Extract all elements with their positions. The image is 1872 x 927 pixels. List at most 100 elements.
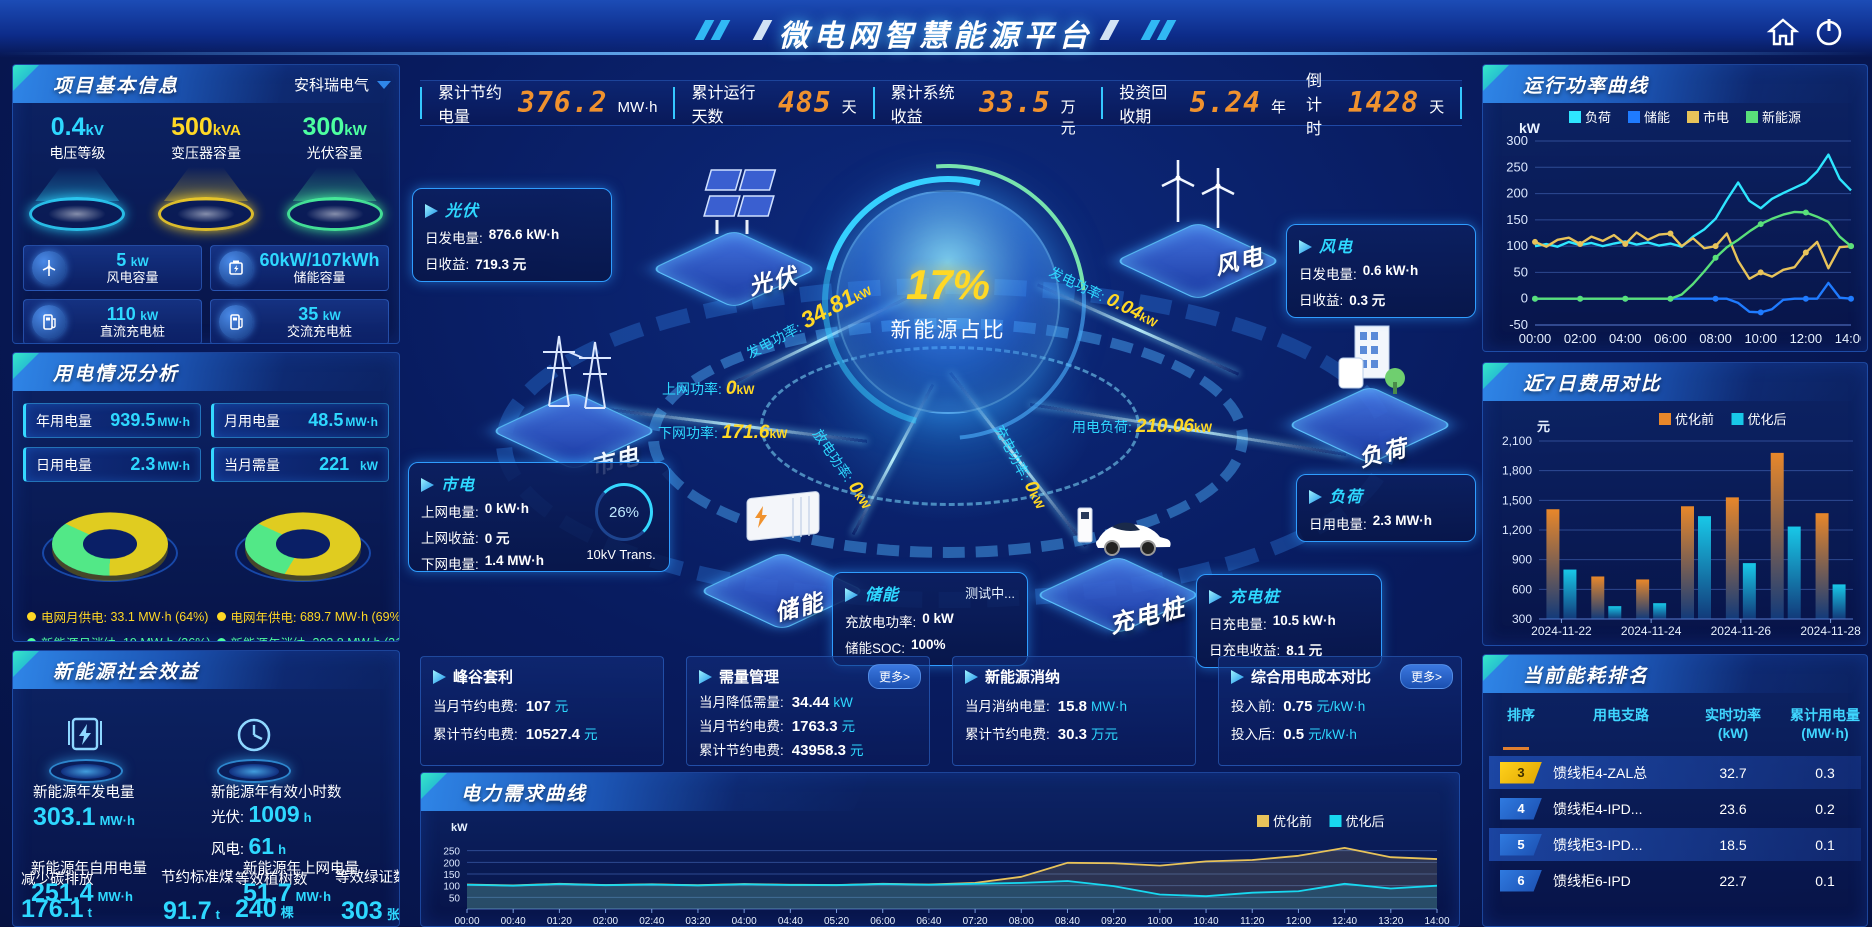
- table-row[interactable]: 6 馈线柜6-IPD 22.7 0.1: [1489, 864, 1861, 897]
- stat-month-demand: 当月需量 221 kW: [211, 447, 389, 482]
- card-value: 60kW/107kWh: [259, 249, 380, 270]
- panel-header: 运行功率曲线: [1483, 65, 1867, 103]
- kpi-unit: 天: [1429, 99, 1445, 116]
- kpi-unit: 年: [1271, 99, 1287, 116]
- svg-text:优化后: 优化后: [1748, 412, 1787, 427]
- arrow-icon: [1209, 590, 1222, 604]
- row-label: 日充电量:: [1209, 617, 1267, 632]
- row-label: 累计节约电费:: [965, 727, 1050, 742]
- cone-value: 300: [302, 113, 345, 141]
- svg-text:02:40: 02:40: [639, 916, 664, 925]
- glow-pad-core: [229, 764, 279, 779]
- gauge-label: 10kV Trans.: [586, 547, 656, 562]
- legend-grid-month: 电网月供电: 33.1 MW·h (64%): [27, 607, 211, 626]
- card-storage-capacity: 60kW/107kWh 储能容量: [210, 245, 389, 291]
- flow-value: 0: [725, 378, 737, 399]
- chevron-down-icon[interactable]: [377, 81, 391, 89]
- charger-info-box: 充电桩 日充电量: 10.5 kW·h 日充电收益: 8.1 元: [1196, 574, 1382, 668]
- page-title: 微电网智慧能源平台: [778, 20, 1094, 53]
- row-label: 投入后:: [1231, 727, 1276, 742]
- cost-compare-chart-panel: 近7日费用对比 2,100 1,800 1,500 1,200 900 600 300 元 20…: [1482, 362, 1868, 646]
- demand-mgmt-panel: 需量管理 更多> 当月降低需量: 34.44 kW 当月节约电费: 1763.3 元 累…: [686, 656, 930, 766]
- power-line-chart: 300 250 200 150 100 50 0 -50 00:00 02:00 04:00 06:0…: [1491, 107, 1867, 347]
- row-unit: kW: [833, 695, 853, 710]
- label: 光伏:: [211, 810, 245, 826]
- unit: h: [303, 810, 312, 825]
- stat-value: 48.5: [308, 410, 344, 430]
- header-text: 实时功率: [1705, 707, 1761, 723]
- row-value: 107: [525, 698, 551, 715]
- row-value: 876.6 kW·h: [488, 227, 560, 242]
- svg-text:00:00: 00:00: [454, 916, 479, 925]
- energy-ranking-panel: 当前能耗排名 排序 用电支路 实时功率 (kW) 累计用电量 (MW·h) 3 馈线…: [1482, 654, 1868, 927]
- rank-badge: 5: [1500, 833, 1542, 856]
- row-value: 34.44: [791, 694, 830, 711]
- more-button[interactable]: 更多>: [867, 664, 921, 689]
- branch-name: 馈线柜6-IPD: [1553, 872, 1631, 889]
- unit: t: [215, 907, 221, 922]
- transformer-gauge: 26%: [595, 483, 653, 541]
- stat-value: 939.5: [110, 410, 156, 430]
- col-rank: 排序: [1489, 707, 1553, 750]
- svg-text:50: 50: [1514, 264, 1528, 279]
- svg-text:200: 200: [443, 858, 460, 869]
- row-value: 0 元: [484, 531, 510, 546]
- title-text: 峰谷套利: [453, 669, 514, 686]
- stat-label: 日用电量: [36, 456, 92, 473]
- value: 61: [248, 833, 275, 859]
- table-row[interactable]: 5 馈线柜3-IPD... 18.5 0.1: [1489, 828, 1861, 861]
- stat-day-usage: 日用电量 2.3 MW·h: [23, 447, 201, 482]
- storage-status: 测试中...: [965, 586, 1015, 601]
- svg-text:250: 250: [1506, 159, 1528, 174]
- benefit-title: 峰谷套利: [433, 666, 651, 687]
- svg-text:300: 300: [1512, 612, 1532, 626]
- box-title: 市电: [441, 477, 476, 494]
- project-info-panel: 项目基本信息 安科瑞电气 0.4kV 电压等级 500kVA 变压器容量 300…: [12, 64, 400, 344]
- row-label: 当月消纳电量:: [965, 699, 1050, 714]
- kpi-value: 376.2: [518, 86, 608, 119]
- home-icon[interactable]: [1766, 15, 1800, 49]
- row-value: 0.75: [1283, 698, 1313, 715]
- box-title: 充电桩: [1229, 589, 1281, 606]
- arrow-icon: [965, 670, 978, 684]
- table-row[interactable]: 3 馈线柜4-ZAL总 32.7 0.3: [1489, 756, 1861, 789]
- cone-value: 0.4: [50, 113, 86, 141]
- panel-header: 电力需求曲线: [421, 773, 871, 811]
- card-value: 35: [298, 303, 319, 324]
- more-button[interactable]: 更多>: [1399, 664, 1453, 689]
- row-value: 30.3: [1057, 726, 1087, 743]
- power-icon[interactable]: [1812, 15, 1846, 49]
- value: 91.7: [163, 897, 212, 925]
- pv-info-box: 光伏 日发电量: 876.6 kW·h 日收益: 719.3 元: [412, 188, 612, 282]
- svg-text:04:00: 04:00: [732, 916, 757, 925]
- glow-pad: [217, 759, 291, 783]
- svg-text:14:00: 14:00: [1424, 916, 1449, 925]
- kpi-unit: 天: [841, 99, 857, 116]
- col-power: 实时功率 (kW): [1689, 707, 1777, 742]
- wind-node: 风电: [1114, 150, 1282, 310]
- kpi-revenue: 累计系统收益 33.5 万元: [872, 85, 1102, 137]
- company-select[interactable]: 安科瑞电气: [293, 77, 369, 94]
- cone-label: 变压器容量: [170, 145, 241, 161]
- branch-name: 馈线柜3-IPD...: [1553, 836, 1643, 853]
- card-wind-capacity: 5 kW 风电容量: [23, 245, 202, 291]
- unit: 棵: [280, 905, 294, 920]
- energy-value: 0.3: [1815, 764, 1835, 781]
- table-row[interactable]: 4 馈线柜4-IPD... 23.6 0.2: [1489, 792, 1861, 825]
- svg-text:12:00: 12:00: [1286, 916, 1311, 925]
- kpi-saved-energy: 累计节约电量 376.2 MW·h: [420, 85, 673, 126]
- title-text: 新能源消纳: [985, 669, 1061, 686]
- wind-turbine-icon: [1161, 160, 1235, 228]
- title-text: 需量管理: [719, 669, 780, 686]
- year-donut-chart: [244, 512, 361, 576]
- legend-value: 689.7 MW·h (69%): [299, 609, 400, 624]
- stat-label: 月用电量: [224, 412, 280, 429]
- legend-dot: [216, 612, 226, 621]
- rank-badge: 6: [1500, 869, 1542, 892]
- svg-text:0: 0: [1521, 291, 1528, 306]
- light-beam: [292, 167, 377, 201]
- wind-info-box: 风电 日发电量: 0.6 kW·h 日收益: 0.3 元: [1286, 224, 1476, 318]
- svg-text:600: 600: [1512, 582, 1532, 596]
- stat-unit: MW·h: [157, 415, 190, 429]
- glow-pad: [157, 197, 254, 231]
